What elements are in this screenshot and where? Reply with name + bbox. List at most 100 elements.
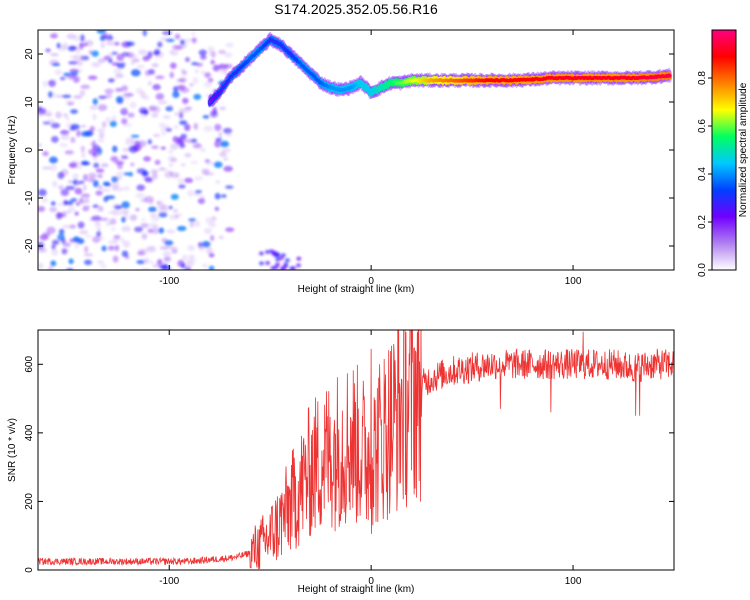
- spectrogram-noise-blob: [149, 260, 154, 264]
- spectrogram-noise-blob: [80, 34, 85, 42]
- spectrogram-noise-blob: [207, 77, 214, 83]
- spectrogram-noise-blob: [107, 78, 115, 83]
- spectrogram-noise-blob: [200, 70, 206, 75]
- spectrogram-noise-blob: [112, 145, 118, 153]
- spectrogram-noise-blob: [203, 227, 212, 235]
- spectrogram-noise-blob: [70, 198, 78, 202]
- spectrogram-noise-blob: [76, 129, 81, 137]
- spectrogram-noise-blob: [165, 38, 175, 42]
- spectrogram-noise-blob: [65, 185, 76, 191]
- spectrogram-noise-blob: [82, 205, 91, 209]
- spectrogram-noise-blob: [158, 227, 165, 234]
- spectrogram-noise-blob: [72, 173, 80, 180]
- spectrogram-noise-blob: [204, 172, 215, 176]
- spectrogram-noise-blob: [95, 168, 105, 173]
- spectrogram-noise-blob: [275, 262, 281, 267]
- spectrogram-noise-blob: [134, 226, 143, 233]
- spectrogram-noise-blob: [107, 210, 118, 215]
- spectrogram-noise-blob: [121, 225, 131, 232]
- spectrogram-noise-blob: [130, 61, 136, 65]
- spectrogram-noise-blob: [100, 163, 109, 168]
- spectrogram-noise-blob: [191, 62, 199, 66]
- spectrogram-noise-blob: [80, 160, 89, 165]
- spectrogram-noise-blob: [166, 229, 176, 234]
- spectrogram-noise-blob: [192, 143, 203, 149]
- spectrogram-noise-blob: [258, 251, 264, 256]
- spectrogram-noise-blob: [173, 125, 179, 130]
- spectrogram-noise-blob: [56, 235, 62, 242]
- spectrogram-noise-blob: [210, 59, 215, 65]
- spectrogram-noise-blob: [92, 98, 98, 106]
- spectrogram-noise-blob: [140, 30, 150, 35]
- spectrogram-noise-blob: [221, 194, 227, 198]
- colorbar-tick-label: 0.2: [697, 215, 708, 229]
- spectrogram-noise-blob: [120, 154, 128, 159]
- spectrogram-noise-blob: [200, 195, 205, 202]
- spectrogram-noise-blob: [138, 49, 148, 55]
- spectrogram-noise-blob: [264, 249, 270, 254]
- snr-y-tick-label: 200: [24, 493, 35, 510]
- spectrogram-noise-blob: [58, 228, 65, 235]
- spectrogram-noise-blob: [185, 138, 193, 143]
- colorbar-tick-label: 0.4: [697, 167, 708, 181]
- spectrogram-noise-blob: [172, 136, 179, 143]
- spectrogram-noise-blob: [178, 184, 186, 189]
- spectrogram-noise-blob: [142, 55, 150, 62]
- spectrogram-noise-blob: [219, 106, 226, 111]
- spectrogram-noise-blob: [170, 172, 180, 179]
- spectrogram-noise-blob: [75, 202, 81, 206]
- spectrogram-noise-blob: [42, 151, 49, 157]
- spectrogram-noise-blob: [61, 237, 66, 244]
- spectrogram-noise-blob: [283, 262, 289, 267]
- spectrogram-noise-blob: [87, 129, 93, 135]
- spectrogram-noise-blob: [153, 48, 161, 56]
- spectrogram-noise-blob: [156, 201, 161, 205]
- spectrogram-noise-blob: [87, 75, 98, 80]
- spectrogram-noise-blob: [170, 143, 179, 150]
- spectrogram-noise-blob: [184, 266, 191, 270]
- spectrogram-noise-blob: [179, 87, 190, 94]
- spectrogram-noise-blob: [130, 162, 135, 167]
- spectrogram-noise-blob: [49, 78, 58, 83]
- spectrogram-noise-blob: [170, 157, 178, 162]
- spectrogram-noise-blob: [54, 69, 63, 76]
- spectrogram-noise-blob: [57, 171, 65, 180]
- spectrogram-noise-blob: [73, 236, 80, 242]
- spectrogram-noise-blob: [41, 166, 52, 170]
- spectrogram-noise-blob: [128, 171, 133, 177]
- spectrogram-noise-blob: [136, 184, 146, 191]
- spectrogram-noise-blob: [61, 94, 72, 99]
- spectrogram-noise-blob: [73, 95, 83, 99]
- spectrogram-noise-blob: [152, 133, 161, 138]
- spectrogram-noise-blob: [70, 136, 76, 143]
- spectrogram-noise-blob: [157, 41, 163, 48]
- spectrogram-noise-blob: [193, 93, 202, 100]
- spectrogram-noise-blob: [96, 128, 106, 133]
- spectrogram-noise-blob: [56, 42, 61, 49]
- spectrogram-noise-blob: [107, 245, 115, 251]
- spectrogram-noise-blob: [42, 232, 51, 237]
- spectrogram-noise-blob: [177, 178, 185, 185]
- spectrogram-noise-blob: [49, 164, 58, 172]
- spectrogram-noise-blob: [142, 95, 150, 101]
- spectrogram-noise-blob: [55, 111, 62, 119]
- spectrogram-noise-blob: [46, 226, 56, 234]
- spectrogram-noise-blob: [162, 251, 172, 258]
- spectrogram-noise-blob: [265, 261, 271, 266]
- spectrogram-noise-blob: [70, 109, 78, 114]
- spectrogram-noise-blob: [191, 31, 196, 36]
- snr-frame: [37, 329, 675, 571]
- spectrogram-noise-blob: [188, 254, 195, 260]
- spectrogram-noise-blob: [201, 168, 210, 173]
- spectrogram-noise-blob: [100, 263, 107, 269]
- spectrogram-noise-blob: [38, 206, 46, 212]
- spectrogram-noise-blob: [198, 245, 205, 251]
- spectrogram-noise-blob: [115, 88, 123, 92]
- spectrogram-noise-blob: [50, 260, 57, 267]
- spectrogram-noise-blob: [70, 224, 76, 229]
- spectrogram-noise-blob: [163, 256, 172, 262]
- spectrogram-noise-blob: [129, 214, 138, 222]
- spectrogram-noise-blob: [147, 139, 152, 145]
- spectrogram-ridge-track: [207, 31, 673, 108]
- spectrogram-noise-blob: [188, 218, 197, 222]
